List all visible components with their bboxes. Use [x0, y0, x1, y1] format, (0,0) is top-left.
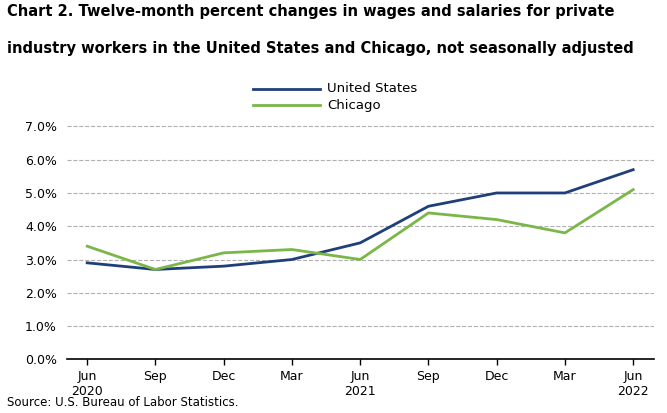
Text: Chart 2. Twelve-month percent changes in wages and salaries for private: Chart 2. Twelve-month percent changes in…	[7, 4, 614, 19]
Text: United States: United States	[327, 82, 417, 95]
Text: Source: U.S. Bureau of Labor Statistics.: Source: U.S. Bureau of Labor Statistics.	[7, 396, 238, 409]
Text: Chicago: Chicago	[327, 99, 380, 112]
Text: industry workers in the United States and Chicago, not seasonally adjusted: industry workers in the United States an…	[7, 41, 634, 56]
